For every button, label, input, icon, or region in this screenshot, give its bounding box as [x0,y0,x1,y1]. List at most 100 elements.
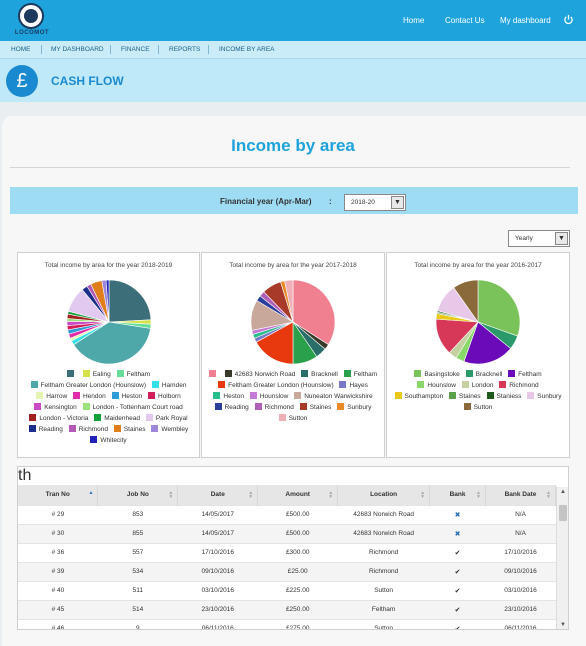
legend-item[interactable]: Feltham [116,369,151,380]
subnav-finance[interactable]: FINANCE [121,46,150,53]
legend-label: Holborn [158,393,181,400]
legend-item[interactable]: Hamden [151,380,186,391]
legend-item[interactable]: Reading [214,402,249,413]
legend-item[interactable]: Staines [449,391,481,402]
period-select[interactable]: Yearly ▼ [508,230,570,247]
pie-slice[interactable] [477,279,521,337]
legend-item[interactable]: Basingstoke [414,369,460,380]
legend-item[interactable]: Harrow [36,391,67,402]
legend-item[interactable]: Sutton [278,413,307,424]
amount-cell: £250.00 [257,599,338,619]
pie-slice[interactable] [453,279,479,323]
scroll-thumb[interactable] [559,505,567,521]
col-amount[interactable]: Amount ▲ ▼ [257,485,339,505]
table-row[interactable]: # 40 511 03/10/2016 £225.00 Sutton ✔ 03/10/201… [18,580,556,600]
legend-item[interactable]: Reading [28,424,63,435]
chart-legend: 42683 Norwich Road Bracknell Feltham Fel… [206,369,380,424]
chart-legend: Ealing Feltham Feltham Greater London (H… [22,369,195,446]
pie-slice[interactable] [105,279,110,323]
legend-swatch [34,403,42,410]
legend-item[interactable]: London - Victoria [29,413,88,424]
table-row[interactable]: # 30 855 14/05/2017 £500.00 42683 Norwich Ro… [18,523,556,543]
legend-item[interactable]: Feltham [508,369,542,380]
legend-item[interactable]: Hounslow [417,380,456,391]
legend-item[interactable]: Southampton [394,391,444,402]
legend-item[interactable]: Maidenhead [94,413,140,424]
legend-item[interactable]: Whitecity [90,435,127,446]
legend-label: Southampton [404,393,444,400]
legend-item[interactable]: Richmond [68,424,108,435]
subnav-reports[interactable]: REPORTS [169,46,201,53]
legend-swatch [82,403,90,410]
legend-item[interactable]: Staines [113,424,146,435]
legend-item[interactable]: Heston [213,391,244,402]
legend-item[interactable]: Hounslow [249,391,288,402]
legend-item[interactable]: London [461,380,493,391]
col-bank[interactable]: Bank ▲ ▼ [429,485,486,505]
legend-item[interactable] [66,369,77,380]
brand-logo[interactable]: LOCOMOT [10,2,54,39]
legend-item[interactable]: Kensington [34,402,77,413]
pie-slice[interactable] [463,321,512,365]
legend-item[interactable] [208,369,219,380]
pie-slice[interactable] [108,279,152,323]
financial-year-select[interactable]: 2018-20 ▼ [344,194,406,211]
legend-item[interactable]: Nuneaton Warwickshire [294,391,373,402]
legend-item[interactable]: Holborn [148,391,181,402]
col-job-no[interactable]: Job No ▲ ▼ [97,485,179,505]
legend-item[interactable]: Wembley [151,424,188,435]
table-scrollbar[interactable]: ▲ ▼ [556,487,568,629]
legend-item[interactable]: Bracknell [301,369,338,380]
scroll-down-icon[interactable]: ▼ [560,622,566,628]
legend-item[interactable]: Feltham Greater London (Hounslow) [218,380,334,391]
legend-item[interactable]: Hayes [339,380,368,391]
legend-item[interactable]: Heston [111,391,142,402]
pie-chart-2018-2019: Total income by area for the year 2018-2… [17,252,200,458]
legend-label: Feltham [126,371,151,378]
legend-item[interactable]: 42683 Norwich Road [224,369,295,380]
col-tran-no[interactable]: Tran No ▲ [18,485,99,505]
scroll-up-icon[interactable]: ▲ [560,489,566,495]
legend-item[interactable]: Ealing [82,369,111,380]
legend-item[interactable]: Sunbury [337,402,371,413]
legend-item[interactable]: Feltham Greater London (Hounslow) [30,380,146,391]
bank-date-cell: 06/11/2016 [485,618,556,629]
date-cell: 09/10/2016 [177,561,258,581]
legend-item[interactable]: Bracknell [465,369,502,380]
job-no-cell: 9 [97,618,178,629]
subnav-my-dashboard[interactable]: MY DASHBOARD [51,46,104,53]
pie-slice[interactable] [255,321,294,365]
legend-item[interactable]: Hendon [72,391,106,402]
legend-item[interactable]: Feltham [343,369,377,380]
nav-dashboard-link[interactable]: My dashboard [500,16,551,25]
legend-swatch [249,392,257,399]
nav-contact-link[interactable]: Contact Us [445,16,485,25]
col-location[interactable]: Location ▲ ▼ [337,485,431,505]
legend-item[interactable]: Staines [299,402,331,413]
legend-item[interactable]: Richmond [499,380,539,391]
date-cell: 17/10/2016 [177,542,258,562]
table-row[interactable]: # 29 853 14/05/2017 £500.00 42683 Norwich Ro… [18,504,556,524]
subnav-income-by-area[interactable]: INCOME BY AREA [219,46,275,53]
table-row[interactable]: # 39 534 09/10/2016 £25.00 Richmond ✔ 09/10/20… [18,561,556,581]
power-icon[interactable] [563,14,574,25]
col-bank-date[interactable]: Bank Date ▲ ▼ [485,485,556,505]
table-row[interactable]: # 45 514 23/10/2016 £250.00 Feltham ✔ 23/10/20… [18,599,556,619]
legend-item[interactable]: Richmond [254,402,294,413]
legend-swatch [299,403,307,410]
col-date[interactable]: Date ▲ ▼ [177,485,259,505]
legend-label: Hayes [349,382,368,389]
subnav-home[interactable]: HOME [11,46,31,53]
table-row[interactable]: # 36 557 17/10/2016 £300.00 Richmond ✔ 17/10/2… [18,542,556,562]
legend-item[interactable]: Sutton [463,402,492,413]
table-row[interactable]: # 46 9 06/11/2016 £275.00 Sutton ✔ 06/11/2016 [18,618,556,629]
pie-slice[interactable] [284,279,294,323]
legend-item[interactable]: Sunbury [527,391,561,402]
legend-item[interactable]: London - Tottenham Court road [82,402,183,413]
legend-item[interactable]: Park Royal [145,413,188,424]
amount-cell: £300.00 [257,542,338,562]
amount-cell: £500.00 [257,504,338,524]
date-cell: 23/10/2016 [177,599,258,619]
legend-item[interactable]: Staniess [486,391,521,402]
nav-home-link[interactable]: Home [403,16,425,25]
